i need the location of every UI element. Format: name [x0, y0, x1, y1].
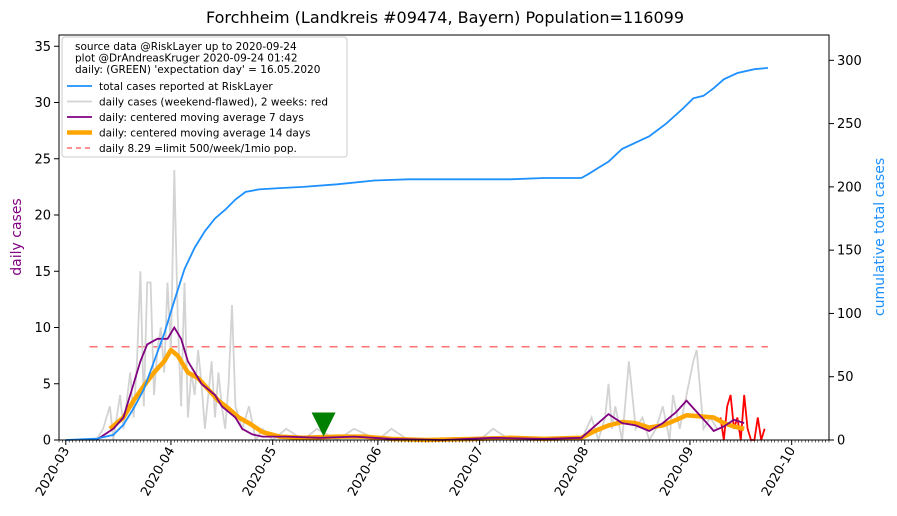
- x-tick-label: 2020-07: [447, 445, 487, 500]
- total-cumulative-series: [65, 67, 768, 441]
- legend-header-line: source data @RiskLayer up to 2020-09-24: [75, 41, 297, 53]
- ma7-series: [95, 325, 745, 441]
- x-tick-label: 2020-09: [657, 445, 697, 500]
- left-tick-label: 25: [34, 152, 51, 167]
- right-tick-label: 0: [837, 434, 845, 449]
- legend-entry-label: daily cases (weekend-flawed), 2 weeks: r…: [99, 96, 328, 108]
- gridless-plot-area: [58, 34, 830, 444]
- left-tick-label: 20: [34, 209, 51, 224]
- legend-entry-label: daily 8.29 =limit 500/week/1mio pop.: [99, 143, 297, 155]
- x-tick-label: 2020-04: [138, 445, 178, 500]
- x-tick-label: 2020-03: [33, 445, 73, 500]
- legend-entry-label: daily: centered moving average 14 days: [99, 127, 311, 139]
- legend-header-line: daily: (GREEN) 'expectation day' = 16.05…: [75, 64, 320, 76]
- right-tick-label: 200: [837, 180, 862, 195]
- left-tick-label: 5: [43, 377, 51, 392]
- x-tick-label: 2020-10: [759, 445, 799, 500]
- right-tick-label: 150: [837, 244, 862, 259]
- right-tick-label: 300: [837, 54, 862, 69]
- right-axis-label: cumulative total cases: [872, 158, 888, 316]
- left-tick-label: 30: [34, 96, 51, 111]
- legend-header-line: plot @DrAndreasKruger 2020-09-24 01:42: [75, 53, 298, 65]
- legend-entry-label: total cases reported at RiskLayer: [99, 81, 273, 93]
- daily-recent-series: [719, 394, 766, 441]
- expectation-day-marker: [311, 412, 336, 437]
- right-tick-label: 250: [837, 117, 862, 132]
- left-tick-label: 0: [43, 434, 51, 449]
- right-tick-label: 100: [837, 307, 862, 322]
- left-tick-label: 35: [34, 40, 51, 55]
- x-tick-label: 2020-06: [345, 445, 385, 500]
- right-tick-label: 50: [837, 370, 854, 385]
- legend-box: [61, 36, 348, 158]
- x-tick-label: 2020-05: [240, 445, 280, 500]
- chart-title: Forchheim (Landkreis #09474, Bayern) Pop…: [206, 8, 684, 27]
- daily-raw-series: [65, 169, 718, 444]
- left-tick-label: 10: [34, 321, 51, 336]
- legend-entry-label: daily: centered moving average 7 days: [99, 112, 304, 124]
- x-tick-label: 2020-08: [552, 445, 592, 500]
- legend: source data @RiskLayer up to 2020-09-24p…: [61, 36, 348, 158]
- plot-frame: [58, 34, 830, 441]
- left-tick-label: 15: [34, 265, 51, 280]
- left-axis-label: daily cases: [9, 198, 25, 275]
